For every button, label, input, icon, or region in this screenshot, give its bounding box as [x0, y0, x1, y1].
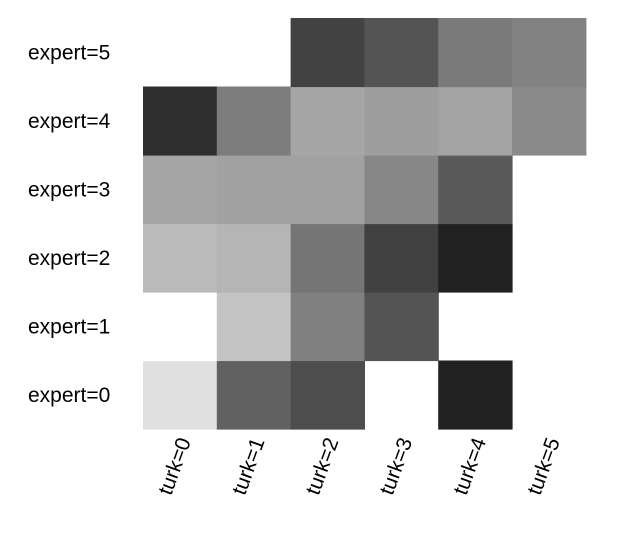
heatmap-cell	[438, 18, 513, 88]
heatmap-cell	[290, 86, 365, 156]
y-tick-label: expert=3	[28, 178, 110, 201]
heatmap-cell	[364, 155, 439, 225]
heatmap-cell	[364, 18, 439, 88]
heatmap-cell	[143, 86, 218, 156]
heatmap-cell	[438, 360, 513, 430]
heatmap-cell	[143, 155, 218, 225]
y-tick-label: expert=1	[28, 315, 110, 338]
heatmap-cell	[438, 155, 513, 225]
heatmap-cell	[512, 86, 587, 156]
heatmap-cell	[216, 223, 292, 293]
heatmap-cell	[143, 292, 218, 362]
x-tick-label: turk=2	[302, 435, 344, 498]
heatmap-cell	[216, 360, 292, 430]
x-tick-label: turk=1	[228, 435, 270, 498]
heatmap-cell	[438, 86, 513, 156]
heatmap-cell	[364, 292, 439, 362]
heatmap-cell	[290, 223, 365, 293]
y-tick-label: expert=2	[28, 247, 110, 270]
heatmap-cell	[364, 223, 439, 293]
heatmap-cell	[290, 292, 365, 362]
x-tick-label: turk=0	[154, 435, 196, 498]
y-tick-label: expert=5	[28, 41, 110, 64]
y-axis-labels: expert=0 expert=1 expert=2 expert=3 expe…	[28, 41, 111, 407]
y-tick-label: expert=0	[28, 384, 110, 407]
heatmap-cell	[438, 223, 513, 293]
heatmap-cell	[143, 223, 218, 293]
heatmap-cell	[512, 18, 587, 88]
heatmap-cell	[216, 155, 292, 225]
heatmap-cell	[290, 360, 365, 430]
x-tick-label: turk=4	[449, 434, 491, 498]
x-tick-label: turk=3	[375, 435, 417, 498]
x-tick-label: turk=5	[523, 435, 565, 498]
heatmap-cell	[216, 86, 292, 156]
heatmap-cell	[290, 18, 365, 88]
heatmap-cells	[143, 18, 587, 430]
heatmap-cell	[364, 86, 439, 156]
x-axis-labels: turk=0 turk=1 turk=2 turk=3 turk=4 turk=…	[154, 434, 565, 498]
y-tick-label: expert=4	[28, 110, 111, 133]
heatmap-cell	[143, 360, 218, 430]
heatmap-cell	[216, 292, 292, 362]
heatmap-cell	[290, 155, 365, 225]
